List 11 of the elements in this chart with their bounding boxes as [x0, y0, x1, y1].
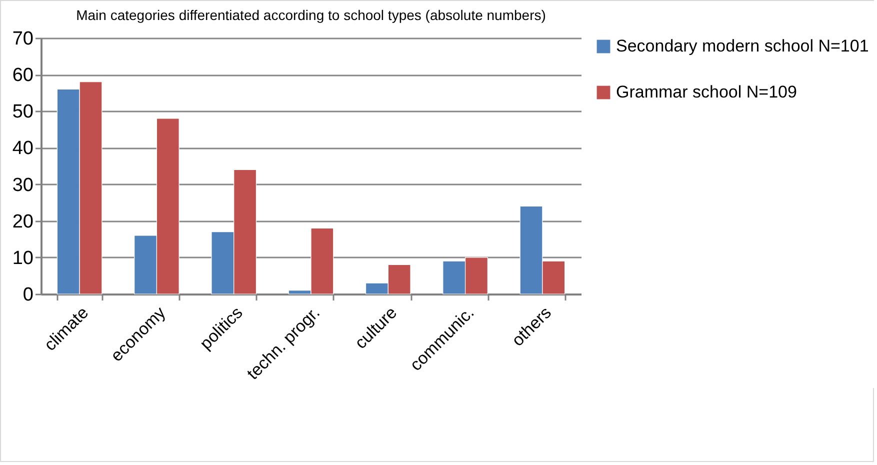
legend-label: Grammar school N=109 [616, 82, 797, 102]
y-tick-label: 40 [12, 138, 34, 160]
y-tick-label: 50 [12, 102, 34, 123]
y-tick-label: 10 [12, 248, 34, 269]
y-tick-label: 0 [22, 284, 34, 306]
chart-title: Main categories differentiated according to school types (absolute numbers) [76, 7, 546, 23]
y-tick-label: 70 [12, 28, 34, 50]
y-tick-label: 20 [12, 211, 34, 232]
y-tick-label: 60 [12, 65, 34, 86]
legend-label: Secondary modern school N=101 [616, 36, 869, 56]
y-tick-label: 30 [12, 174, 34, 196]
